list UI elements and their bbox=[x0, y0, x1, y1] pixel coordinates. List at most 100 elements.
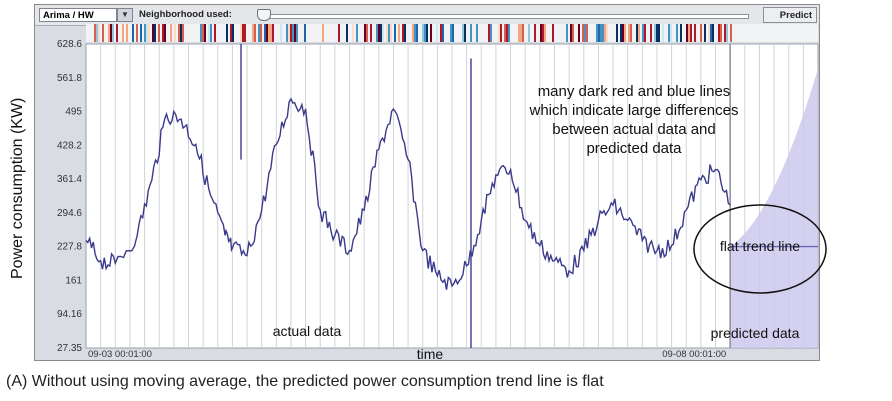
difference-bar bbox=[708, 24, 710, 42]
difference-bar bbox=[694, 24, 696, 42]
difference-bar bbox=[424, 24, 426, 42]
difference-bar bbox=[654, 24, 656, 42]
difference-bar bbox=[540, 24, 542, 42]
difference-bar bbox=[506, 24, 508, 42]
difference-bar bbox=[240, 24, 242, 42]
y-tick-label: 27.35 bbox=[57, 343, 82, 354]
difference-bar bbox=[242, 24, 244, 42]
difference-bar bbox=[430, 24, 432, 42]
difference-bar bbox=[386, 24, 388, 42]
difference-bar bbox=[378, 24, 380, 42]
difference-bar bbox=[606, 24, 608, 42]
difference-bar bbox=[110, 24, 112, 42]
difference-bar bbox=[346, 24, 348, 42]
difference-bar bbox=[258, 24, 260, 42]
difference-bar bbox=[670, 24, 672, 42]
difference-bar bbox=[144, 24, 146, 42]
difference-bar bbox=[638, 24, 640, 42]
difference-bar bbox=[244, 24, 246, 42]
difference-bar bbox=[210, 24, 212, 42]
difference-bar bbox=[182, 24, 184, 42]
difference-bar bbox=[370, 24, 372, 42]
y-tick-label: 561.8 bbox=[57, 73, 82, 84]
difference-bar bbox=[174, 24, 176, 42]
difference-bar bbox=[476, 24, 478, 42]
difference-bar bbox=[624, 24, 626, 42]
difference-bar bbox=[490, 24, 492, 42]
y-axis-label: Power consumption (KW) bbox=[9, 97, 26, 279]
difference-bar bbox=[178, 24, 180, 42]
difference-bar bbox=[668, 24, 670, 42]
difference-bar bbox=[688, 24, 690, 42]
y-tick-label: 361.4 bbox=[57, 174, 82, 185]
difference-bar bbox=[180, 24, 182, 42]
y-tick-label: 628.6 bbox=[57, 39, 82, 50]
difference-bar bbox=[470, 24, 472, 42]
difference-bar bbox=[304, 24, 306, 42]
difference-bar bbox=[294, 24, 296, 42]
difference-bar bbox=[270, 24, 272, 42]
y-tick-label: 94.16 bbox=[57, 309, 82, 320]
difference-bar bbox=[164, 24, 166, 42]
difference-bar bbox=[364, 24, 366, 42]
difference-bar bbox=[712, 24, 714, 42]
difference-bar bbox=[398, 24, 400, 42]
difference-bar bbox=[452, 24, 454, 42]
y-tick-label: 294.6 bbox=[57, 208, 82, 219]
difference-bar bbox=[644, 24, 646, 42]
difference-bar bbox=[604, 24, 606, 42]
difference-bar bbox=[518, 24, 520, 42]
difference-bar bbox=[402, 24, 404, 42]
differences-annotation: many dark red and blue lines bbox=[538, 83, 731, 100]
chevron-down-icon[interactable]: ▼ bbox=[117, 8, 133, 22]
difference-bar bbox=[96, 24, 98, 42]
difference-bar bbox=[578, 24, 580, 42]
difference-bar bbox=[552, 24, 554, 42]
model-select[interactable]: Arima / HW bbox=[39, 8, 117, 22]
difference-bar bbox=[488, 24, 490, 42]
difference-bar bbox=[126, 24, 128, 42]
difference-bar bbox=[380, 24, 382, 42]
difference-bar bbox=[322, 24, 324, 42]
neighborhood-label: Neighborhood used: bbox=[139, 9, 232, 20]
difference-bar bbox=[680, 24, 682, 42]
y-tick-label: 495 bbox=[65, 107, 82, 118]
difference-bar bbox=[292, 24, 294, 42]
difference-bar bbox=[544, 24, 546, 42]
difference-bar bbox=[426, 24, 428, 42]
difference-bar bbox=[542, 24, 544, 42]
difference-bar bbox=[376, 24, 378, 42]
difference-bar bbox=[382, 24, 384, 42]
neighborhood-slider-thumb[interactable] bbox=[257, 9, 271, 21]
difference-bar bbox=[290, 24, 292, 42]
difference-bar bbox=[208, 24, 210, 42]
difference-bar bbox=[582, 24, 584, 42]
difference-bar bbox=[162, 24, 164, 42]
difference-bar bbox=[500, 24, 502, 42]
predict-button[interactable]: Predict bbox=[763, 7, 817, 23]
highlight-ellipse bbox=[693, 204, 827, 294]
y-tick-label: 227.8 bbox=[57, 242, 82, 253]
difference-bar bbox=[704, 24, 706, 42]
x-tick-label: 09-08 00:01:00 bbox=[662, 349, 726, 360]
difference-bar bbox=[266, 24, 268, 42]
difference-bar bbox=[404, 24, 406, 42]
difference-bar bbox=[686, 24, 688, 42]
difference-bar bbox=[154, 24, 156, 42]
difference-bar bbox=[598, 24, 600, 42]
difference-bar bbox=[584, 24, 586, 42]
difference-bar bbox=[112, 24, 114, 42]
difference-bar bbox=[412, 24, 414, 42]
difference-bar bbox=[388, 24, 390, 42]
figure-caption: (A) Without using moving average, the pr… bbox=[6, 373, 604, 390]
difference-bar bbox=[414, 24, 416, 42]
difference-bar bbox=[132, 24, 134, 42]
difference-bar bbox=[504, 24, 506, 42]
difference-bar bbox=[98, 24, 100, 42]
difference-bar bbox=[232, 24, 234, 42]
difference-bar bbox=[296, 24, 298, 42]
difference-bar bbox=[204, 24, 206, 42]
difference-bar bbox=[730, 24, 732, 42]
difference-bar bbox=[450, 24, 452, 42]
